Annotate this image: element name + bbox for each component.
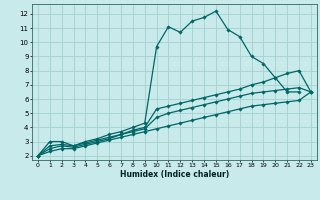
X-axis label: Humidex (Indice chaleur): Humidex (Indice chaleur) — [120, 170, 229, 179]
